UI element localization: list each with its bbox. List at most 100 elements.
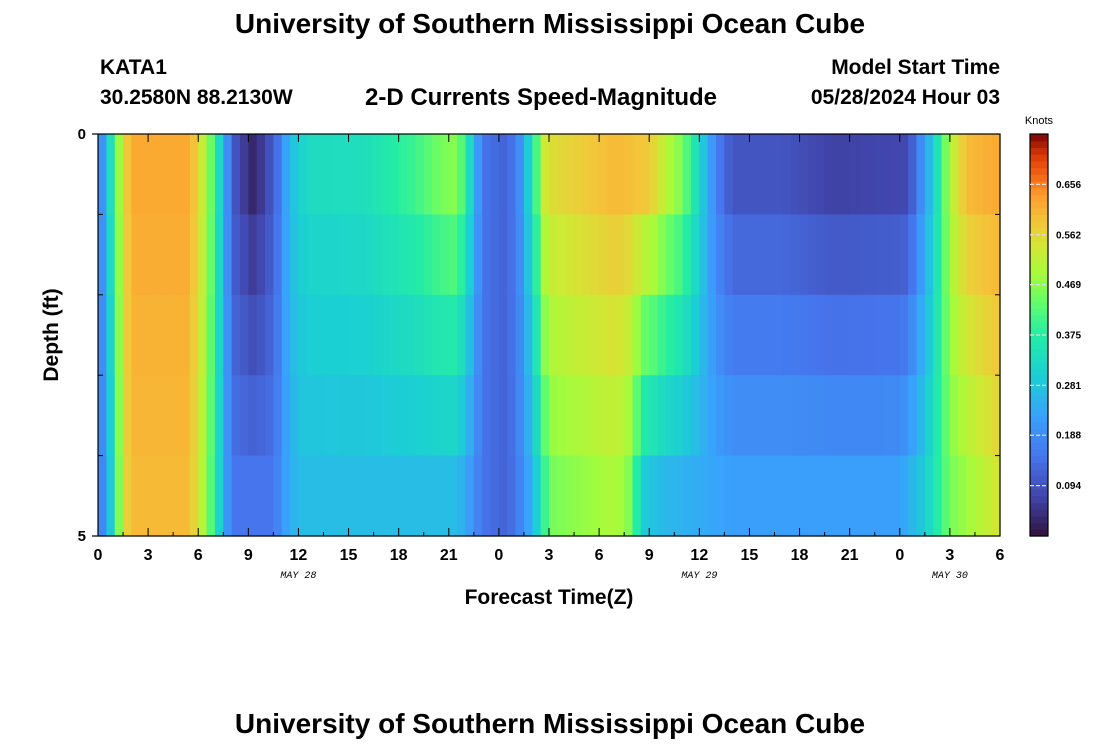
colorbar-segment	[1030, 234, 1048, 242]
heatmap-cell	[874, 455, 884, 537]
heatmap-cell	[749, 375, 759, 457]
heatmap-cell	[407, 134, 416, 215]
heatmap-cell	[315, 134, 325, 215]
colorbar-segment	[1030, 368, 1048, 376]
heatmap-cell	[432, 294, 442, 376]
heatmap-cell	[490, 455, 500, 537]
heatmap-cell	[173, 375, 183, 457]
colorbar-segment	[1030, 154, 1048, 162]
x-tick-label: 12	[690, 547, 708, 564]
model-start-time: 05/28/2024 Hour 03	[810, 86, 1000, 109]
heatmap-cell	[231, 214, 241, 296]
heatmap-cell	[757, 134, 767, 215]
heatmap-cell	[866, 294, 876, 376]
heatmap-cell	[423, 134, 433, 215]
heatmap-cell	[498, 375, 508, 457]
heatmap-cell	[549, 455, 558, 537]
heatmap-cell	[164, 294, 174, 376]
heatmap-cell	[690, 214, 700, 296]
heatmap-cell	[306, 294, 316, 376]
heatmap-cell	[231, 455, 241, 537]
colorbar-segment	[1030, 274, 1048, 282]
heatmap-cell	[290, 294, 300, 376]
heatmap-cell	[724, 294, 734, 376]
heatmap-cell	[290, 375, 300, 457]
colorbar-segment	[1030, 301, 1048, 309]
heatmap-cell	[774, 294, 784, 376]
heatmap-cell	[674, 214, 684, 296]
heatmap-cell	[649, 375, 659, 457]
heatmap-cell	[757, 214, 767, 296]
heatmap-cell	[507, 134, 517, 215]
heatmap-cell	[256, 214, 266, 296]
heatmap-cell	[966, 214, 976, 296]
heatmap-cell	[373, 294, 383, 376]
heatmap-cell	[883, 375, 893, 457]
heatmap-cell	[908, 214, 918, 296]
heatmap-cell	[741, 214, 751, 296]
heatmap-cell	[607, 455, 617, 537]
colorbar-segment	[1030, 522, 1048, 530]
heatmap-cell	[757, 375, 767, 457]
heatmap-cell	[98, 214, 107, 296]
heatmap-cell	[632, 375, 642, 457]
heatmap-cell	[624, 455, 634, 537]
heatmap-cell	[189, 134, 199, 215]
heatmap-cell	[974, 294, 984, 376]
heatmap-cell	[356, 134, 366, 215]
heatmap-cell	[298, 375, 308, 457]
heatmap-cell	[958, 294, 968, 376]
colorbar-segment	[1030, 221, 1048, 229]
heatmap-cell	[540, 214, 550, 296]
heatmap-cell	[599, 294, 609, 376]
heatmap-cell	[473, 294, 483, 376]
colorbar-segment	[1030, 201, 1048, 209]
heatmap-cell	[532, 134, 542, 215]
heatmap-cell	[239, 294, 249, 376]
heatmap-cell	[356, 375, 366, 457]
heatmap-cell	[707, 375, 717, 457]
heatmap-cell	[298, 455, 308, 537]
heatmap-cell	[448, 294, 458, 376]
heatmap-cell	[841, 214, 851, 296]
heatmap-cell	[866, 214, 876, 296]
heatmap-cell	[549, 134, 558, 215]
heatmap-cell	[248, 455, 258, 537]
colorbar-tick-label: 0.281	[1056, 381, 1081, 392]
heatmap-cell	[256, 455, 266, 537]
heatmap-cell	[841, 134, 851, 215]
heatmap-cell	[690, 134, 700, 215]
heatmap-cell	[741, 134, 751, 215]
heatmap-cell	[432, 134, 442, 215]
heatmap-cell	[415, 134, 425, 215]
heatmap-cell	[574, 455, 584, 537]
heatmap-cell	[231, 294, 241, 376]
heatmap-cell	[933, 214, 943, 296]
heatmap-cell	[498, 455, 508, 537]
heatmap-cell	[398, 455, 408, 537]
date-label: MAY 30	[932, 571, 968, 582]
heatmap-cell	[615, 294, 625, 376]
heatmap-cell	[590, 134, 600, 215]
heatmap-cell	[724, 455, 734, 537]
heatmap-cell	[674, 134, 684, 215]
station-id: KATA1	[100, 56, 167, 79]
x-tick-label: 18	[390, 547, 408, 564]
heatmap-cell	[749, 294, 759, 376]
heatmap-cell	[281, 134, 291, 215]
heatmap-cell	[273, 294, 283, 376]
colorbar-segment	[1030, 515, 1048, 524]
heatmap-cell	[148, 134, 158, 215]
heatmap-cell	[607, 214, 617, 296]
heatmap-cell	[448, 134, 458, 215]
heatmap-cell	[640, 134, 650, 215]
heatmap-cell	[941, 375, 951, 457]
heatmap-cell	[123, 455, 133, 537]
heatmap-cell	[632, 455, 642, 537]
colorbar-segment	[1030, 355, 1048, 363]
heatmap-cell	[732, 134, 742, 215]
heatmap-cell	[206, 214, 216, 296]
heatmap-cell	[574, 375, 584, 457]
heatmap-cell	[690, 455, 700, 537]
heatmap-cell	[532, 214, 542, 296]
